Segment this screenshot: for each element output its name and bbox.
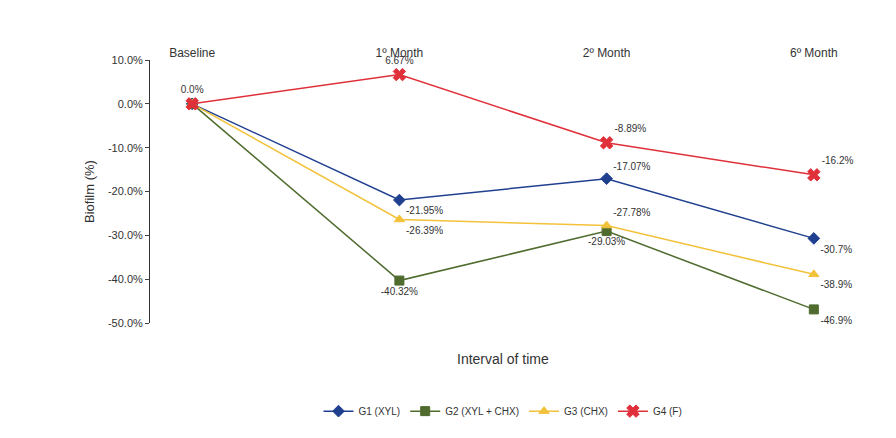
svg-text:G4 (F): G4 (F) — [653, 406, 682, 417]
svg-text:G3 (CHX): G3 (CHX) — [564, 406, 608, 417]
svg-text:-26.39%: -26.39% — [406, 225, 443, 236]
svg-text:-8.89%: -8.89% — [614, 123, 646, 134]
svg-text:-16.2%: -16.2% — [822, 155, 854, 166]
svg-text:2º Month: 2º Month — [583, 46, 631, 60]
svg-text:-40.0%: -40.0% — [108, 273, 143, 285]
svg-text:-30.0%: -30.0% — [108, 229, 143, 241]
svg-text:-46.9%: -46.9% — [820, 315, 852, 326]
svg-text:-29.03%: -29.03% — [588, 236, 625, 247]
svg-text:G1 (XYL): G1 (XYL) — [359, 406, 401, 417]
svg-text:-20.0%: -20.0% — [108, 185, 143, 197]
svg-text:-27.78%: -27.78% — [613, 207, 650, 218]
svg-text:Interval of time: Interval of time — [457, 351, 549, 367]
svg-text:-10.0%: -10.0% — [108, 142, 143, 154]
svg-text:-21.95%: -21.95% — [406, 205, 443, 216]
svg-text:0.0%: 0.0% — [118, 98, 143, 110]
svg-text:-30.7%: -30.7% — [820, 244, 852, 255]
svg-text:-40.32%: -40.32% — [381, 286, 418, 297]
svg-text:10.0%: 10.0% — [112, 54, 143, 66]
svg-text:-50.0%: -50.0% — [108, 317, 143, 329]
svg-text:1º Month: 1º Month — [376, 46, 424, 60]
svg-text:-17.07%: -17.07% — [613, 161, 650, 172]
svg-text:G2 (XYL + CHX): G2 (XYL + CHX) — [445, 406, 519, 417]
svg-text:-38.9%: -38.9% — [820, 279, 852, 290]
svg-text:0.0%: 0.0% — [181, 84, 204, 95]
svg-text:Baseline: Baseline — [169, 46, 215, 60]
svg-text:6.67%: 6.67% — [385, 55, 413, 66]
svg-text:Biofilm (%): Biofilm (%) — [82, 160, 97, 223]
svg-text:6º Month: 6º Month — [790, 46, 838, 60]
